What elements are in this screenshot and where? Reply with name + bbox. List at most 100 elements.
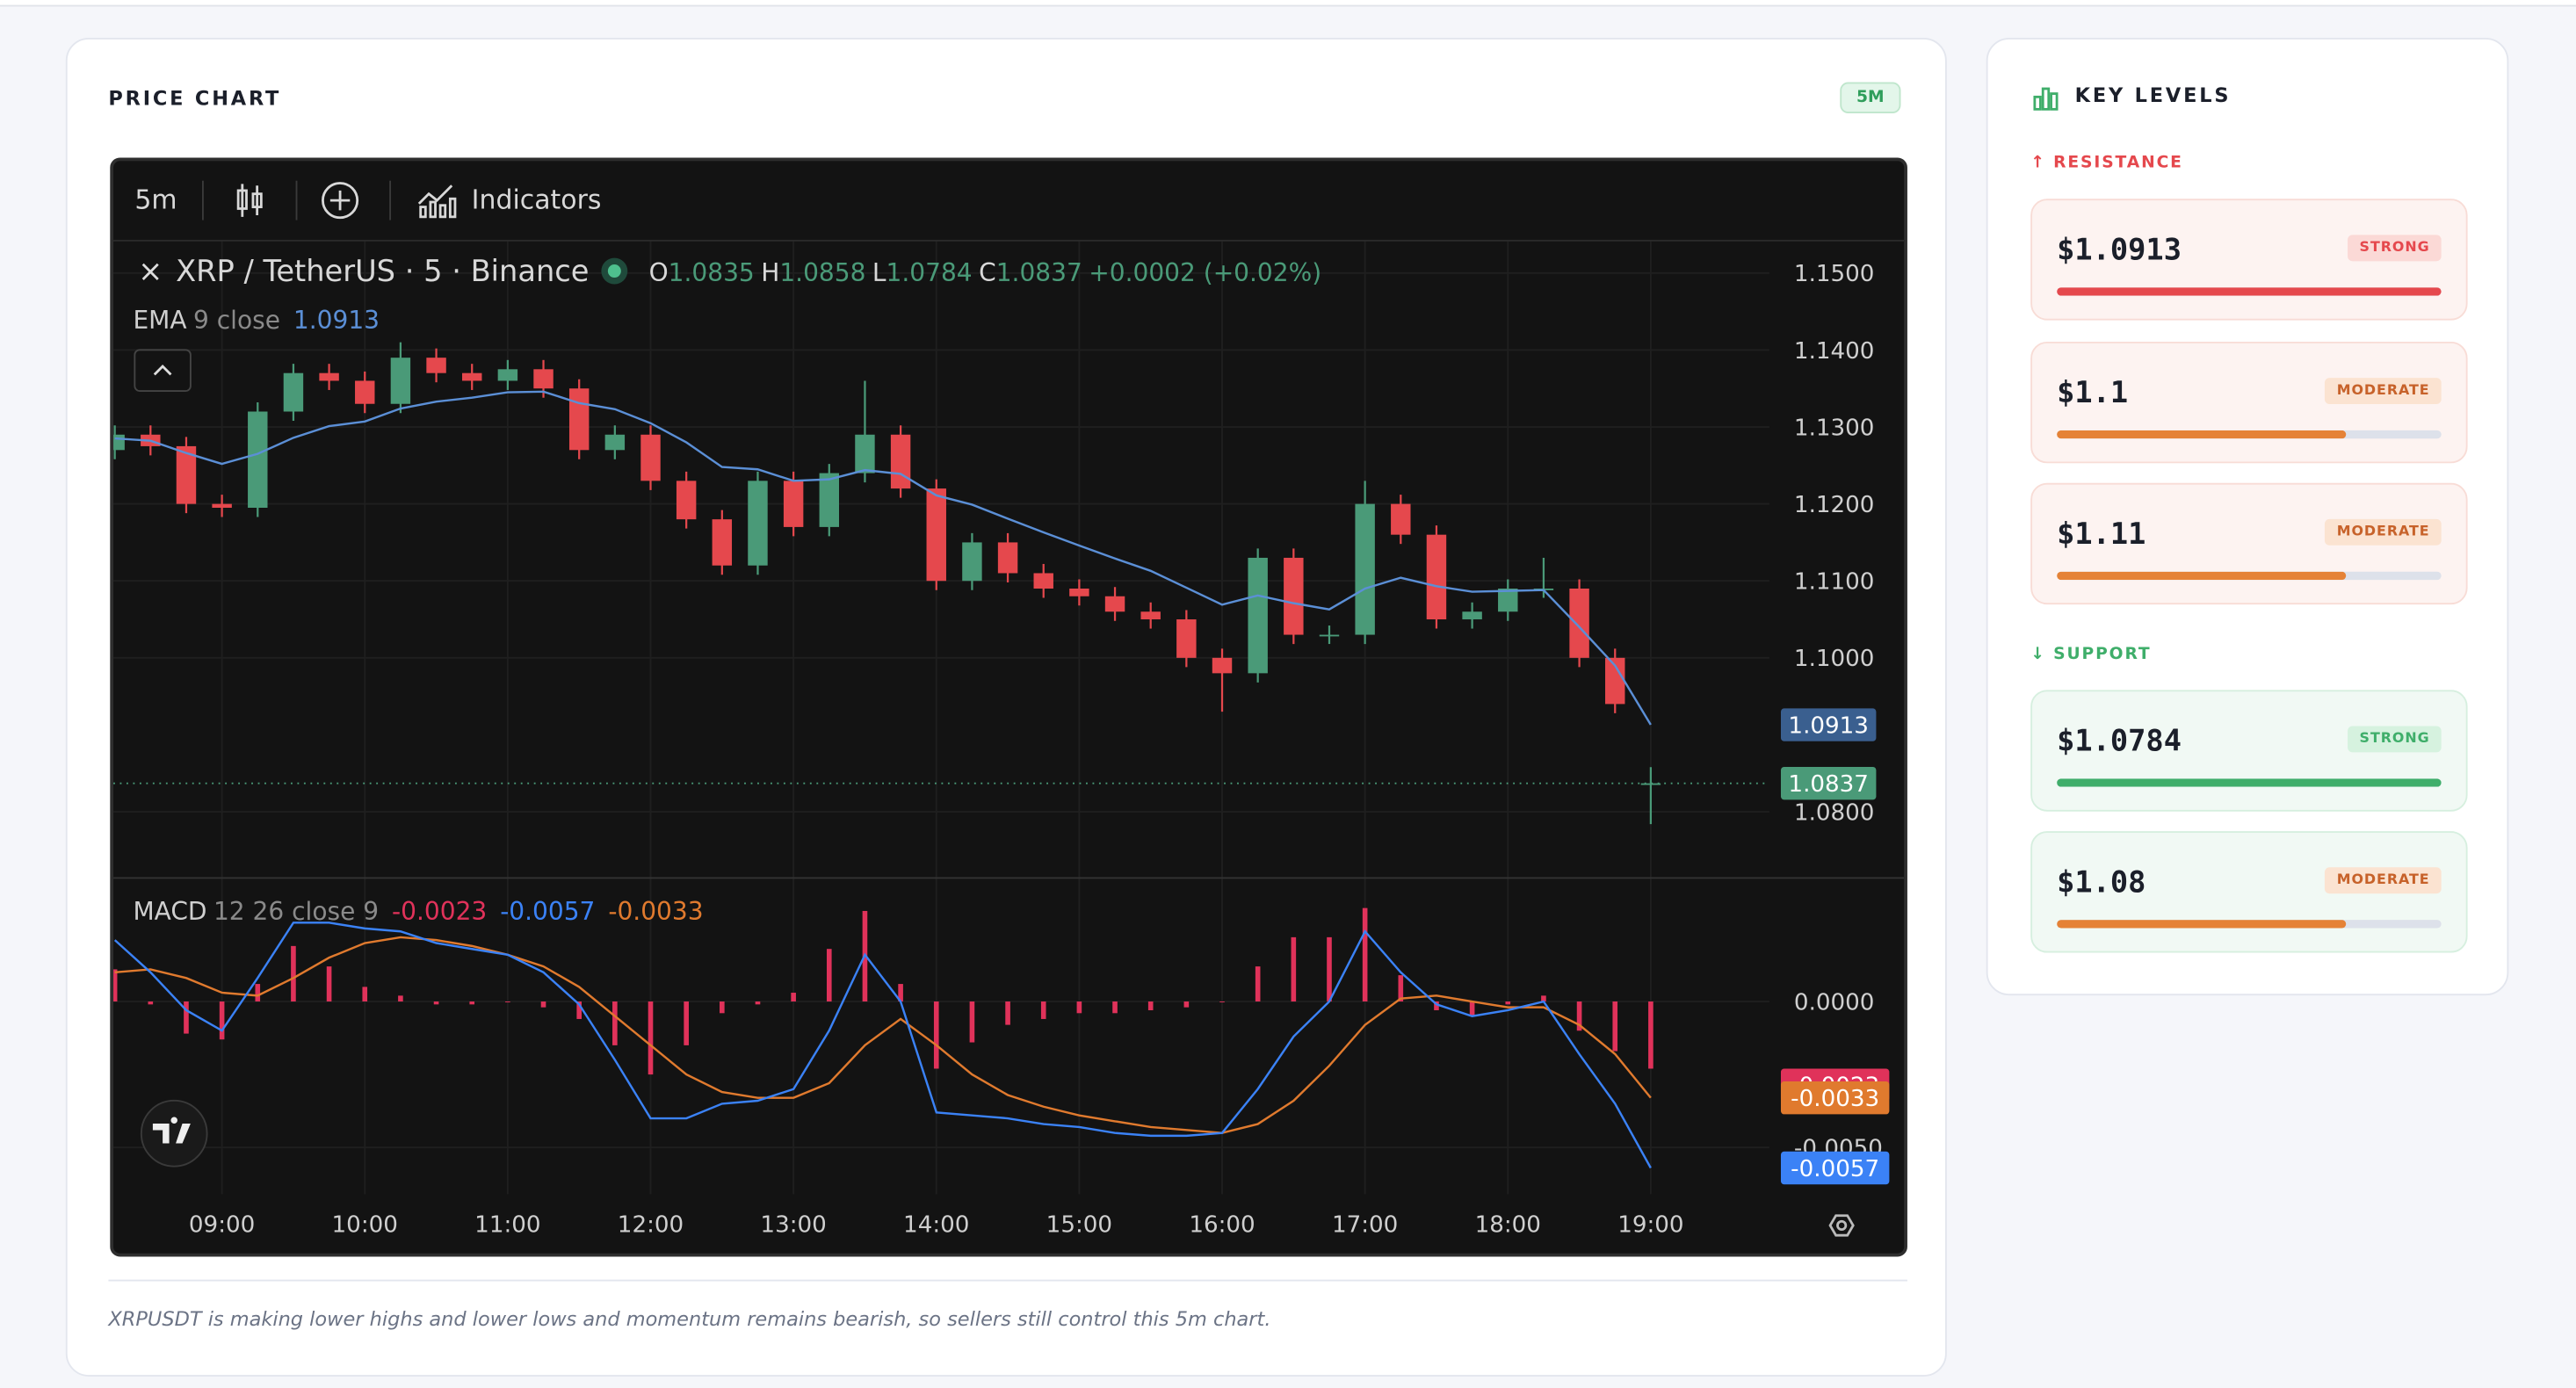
legend-item: 1.0835: [669, 258, 755, 287]
macd-histogram-bar: [1505, 1001, 1511, 1005]
macd-histogram-bar: [184, 1001, 189, 1034]
legend-item: -0.0023: [392, 897, 487, 926]
separator: [389, 180, 392, 220]
macd-histogram-bar: [1112, 1001, 1118, 1014]
legend-item: H: [761, 258, 779, 287]
x-tick-label: 13:00: [760, 1211, 826, 1238]
legend-item: XRP / TetherUS · 5 · Binance: [176, 254, 589, 288]
candle-body: [962, 542, 982, 582]
candle-body: [1569, 588, 1589, 658]
candle-body: [1605, 657, 1625, 705]
compare-icon[interactable]: [321, 181, 360, 220]
level-card: $1.0784 STRONG: [2030, 690, 2468, 812]
macd-histogram-bar: [898, 984, 903, 1002]
separator: [201, 180, 204, 220]
y-tick-label: 1.1400: [1794, 338, 1875, 365]
candle-body: [355, 380, 375, 404]
candle-body: [1498, 588, 1518, 612]
x-tick-label: 16:00: [1189, 1211, 1255, 1238]
y-tick-label: 1.1000: [1794, 646, 1875, 672]
strength-badge: MODERATE: [2325, 518, 2442, 546]
macd-histogram-bar: [612, 1001, 618, 1045]
x-tick-label: 17:00: [1332, 1211, 1398, 1238]
candle-body: [1319, 634, 1340, 637]
macd-histogram-bar: [540, 1001, 546, 1008]
macd-histogram-bar: [113, 969, 118, 1002]
group-label-text: SUPPORT: [2053, 645, 2152, 664]
legend-item: 1.0784: [886, 258, 973, 287]
macd-histogram-bar: [684, 1001, 689, 1045]
ema-price-tag: 1.0913: [1788, 712, 1869, 739]
macd-tag-bg: [1780, 1151, 1890, 1185]
candle-body: [319, 372, 339, 381]
candle-body: [390, 358, 411, 404]
level-card: $1.11 MODERATE: [2030, 482, 2468, 605]
candle-type-icon[interactable]: [232, 181, 268, 220]
macd-histogram-bar: [433, 1001, 439, 1005]
x-tick-label: 15:00: [1046, 1211, 1112, 1238]
candle-body: [1391, 503, 1411, 535]
legend-item: L: [872, 258, 886, 287]
strength-bar: [2057, 571, 2346, 581]
macd-histogram-bar: [720, 1001, 725, 1014]
candle-body: [640, 434, 661, 481]
macd-histogram-bar: [1362, 907, 1368, 1002]
legend-item: EMA: [133, 306, 186, 335]
candle-body: [248, 411, 268, 509]
collapse-button: [134, 349, 192, 392]
x-tick-label: 18:00: [1475, 1211, 1541, 1238]
macd-histogram-bar: [1255, 966, 1261, 1002]
candle-body: [819, 473, 840, 527]
macd-histogram-bar: [219, 1001, 225, 1040]
group-label: ↓ SUPPORT: [2030, 645, 2152, 664]
macd-histogram-bar: [969, 1001, 975, 1043]
macd-histogram-bar: [933, 1001, 939, 1069]
candle-body: [497, 369, 518, 381]
macd-histogram-bar: [469, 1001, 475, 1005]
level-card: $1.0913 STRONG: [2030, 199, 2468, 321]
macd-histogram-bar: [362, 987, 368, 1002]
strength-track: [2057, 287, 2442, 296]
timeframe-badge: 5M: [1840, 82, 1901, 114]
legend-item: 12 26 close 9: [213, 897, 379, 926]
chart-toolbar: 5m Indicators: [113, 161, 1905, 242]
legend-item: 1.0913: [293, 306, 380, 335]
candle-body: [676, 481, 697, 520]
candle-body: [855, 434, 875, 474]
macd-histogram-bar: [826, 949, 832, 1002]
legend-item: MACD: [133, 897, 206, 926]
candle-body: [283, 372, 304, 412]
level-price: $1.1: [2057, 376, 2129, 411]
y-tick-label: 1.1500: [1794, 261, 1875, 287]
legend-item: O: [649, 258, 669, 287]
group-label: ↑ RESISTANCE: [2030, 154, 2183, 173]
level-card: $1.08 MODERATE: [2030, 831, 2468, 953]
candle-body: [604, 434, 626, 451]
y-tick-label: 1.1200: [1794, 492, 1875, 518]
candle-body: [113, 434, 125, 451]
x-tick-label: 10:00: [332, 1211, 398, 1238]
separator: [295, 180, 298, 220]
legend-item: -0.0033: [608, 897, 703, 926]
level-card: $1.1 MODERATE: [2030, 341, 2468, 464]
macd-histogram-bar: [1147, 1001, 1154, 1010]
strength-bar: [2057, 920, 2346, 929]
x-tick-label: 11:00: [474, 1211, 540, 1238]
card-title: PRICE CHART: [108, 87, 282, 111]
key-levels-title: KEY LEVELS: [2074, 83, 2232, 107]
signal-tag-bg: [1780, 1081, 1890, 1115]
legend-item: 1.0837: [996, 258, 1082, 287]
macd-histogram-bar: [326, 966, 332, 1002]
macd-histogram-bar: [1541, 995, 1546, 1002]
strength-track: [2057, 920, 2442, 929]
indicators-button[interactable]: Indicators: [471, 184, 602, 215]
x-tick-label: 09:00: [189, 1211, 255, 1238]
interval-button[interactable]: 5m: [134, 184, 177, 215]
key-levels-icon: [2033, 87, 2059, 111]
indicators-icon[interactable]: [416, 181, 459, 220]
legend-item: 9 close: [193, 306, 280, 335]
candle-body: [533, 369, 554, 389]
last-price-tag-bg: [1780, 766, 1877, 800]
strength-badge: MODERATE: [2325, 867, 2442, 894]
